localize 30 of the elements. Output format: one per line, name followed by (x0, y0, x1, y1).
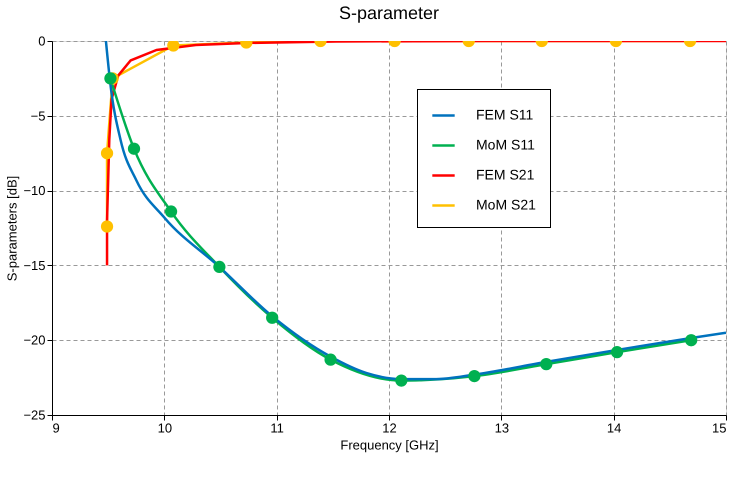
legend-label: FEM S11 (476, 106, 534, 122)
x-tick-label: 10 (158, 420, 172, 436)
point (266, 312, 278, 324)
y-axis-title: S-parameters [dB] (4, 176, 20, 282)
x-tick-label: 12 (382, 420, 397, 436)
point (213, 260, 226, 274)
point (468, 370, 480, 382)
y-tick-label: −20 (23, 332, 46, 348)
point (164, 205, 178, 218)
y-tick-label: −15 (23, 258, 46, 273)
x-tick-label: 11 (270, 420, 284, 436)
x-axis-title: Frequency [GHz] (340, 438, 439, 452)
y-tick-label: −10 (23, 183, 46, 198)
legend-label: MoM S11 (476, 136, 536, 152)
point (395, 374, 408, 387)
x-tick-label: 15 (712, 420, 726, 436)
y-tick-label: −25 (23, 408, 46, 422)
legend-label: FEM S21 (476, 166, 535, 182)
y-tick-label: 0 (38, 34, 46, 48)
x-tick-label: 13 (494, 420, 510, 436)
point (685, 334, 698, 346)
x-tick-label: 14 (606, 420, 622, 436)
x-tick-label: 9 (52, 420, 60, 436)
point (610, 346, 624, 358)
legend-label: MoM S21 (476, 196, 536, 212)
y-tick-label: −5 (30, 108, 46, 124)
point (100, 220, 114, 233)
point (324, 354, 337, 366)
point (540, 358, 552, 370)
chart-title: S-parameter (338, 3, 440, 23)
